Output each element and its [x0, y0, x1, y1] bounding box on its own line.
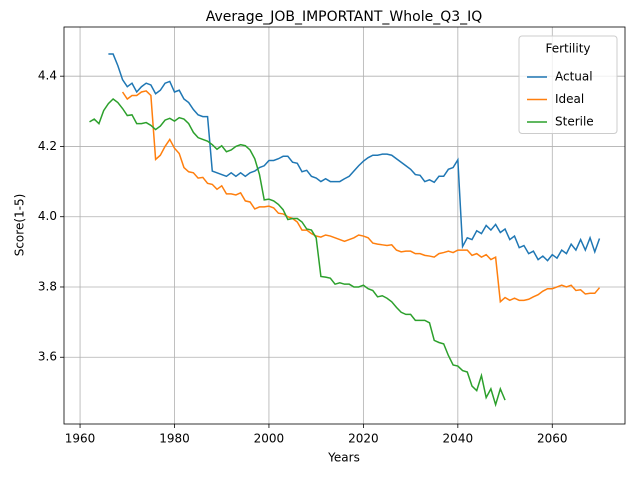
x-tick-label: 2040 — [443, 432, 474, 446]
x-tick-label: 1980 — [159, 432, 190, 446]
legend-title: Fertility — [545, 42, 590, 56]
data-line — [121, 90, 601, 304]
x-tick-label: 2000 — [254, 432, 285, 446]
x-tick-label: 2060 — [537, 432, 568, 446]
x-tick-label: 2020 — [348, 432, 379, 446]
y-tick-label: 3.8 — [38, 279, 57, 293]
y-tick-label: 4.2 — [38, 139, 57, 153]
data-line — [108, 53, 601, 262]
chart-title: Average_JOB_IMPORTANT_Whole_Q3_IQ — [206, 9, 483, 25]
y-axis-label: Score(1-5) — [13, 194, 27, 257]
legend-box — [518, 35, 618, 134]
y-tick-label: 4.0 — [38, 209, 57, 223]
legend-label: Actual — [555, 70, 593, 84]
y-tick-label: 3.6 — [38, 350, 57, 364]
data-line — [89, 98, 506, 408]
plot-frame — [63, 26, 626, 425]
x-axis-label: Years — [327, 451, 360, 465]
y-tick-label: 4.4 — [38, 69, 57, 83]
legend-label: Ideal — [555, 92, 584, 106]
legend-label: Sterile — [555, 115, 594, 129]
x-tick-label: 1960 — [65, 432, 96, 446]
